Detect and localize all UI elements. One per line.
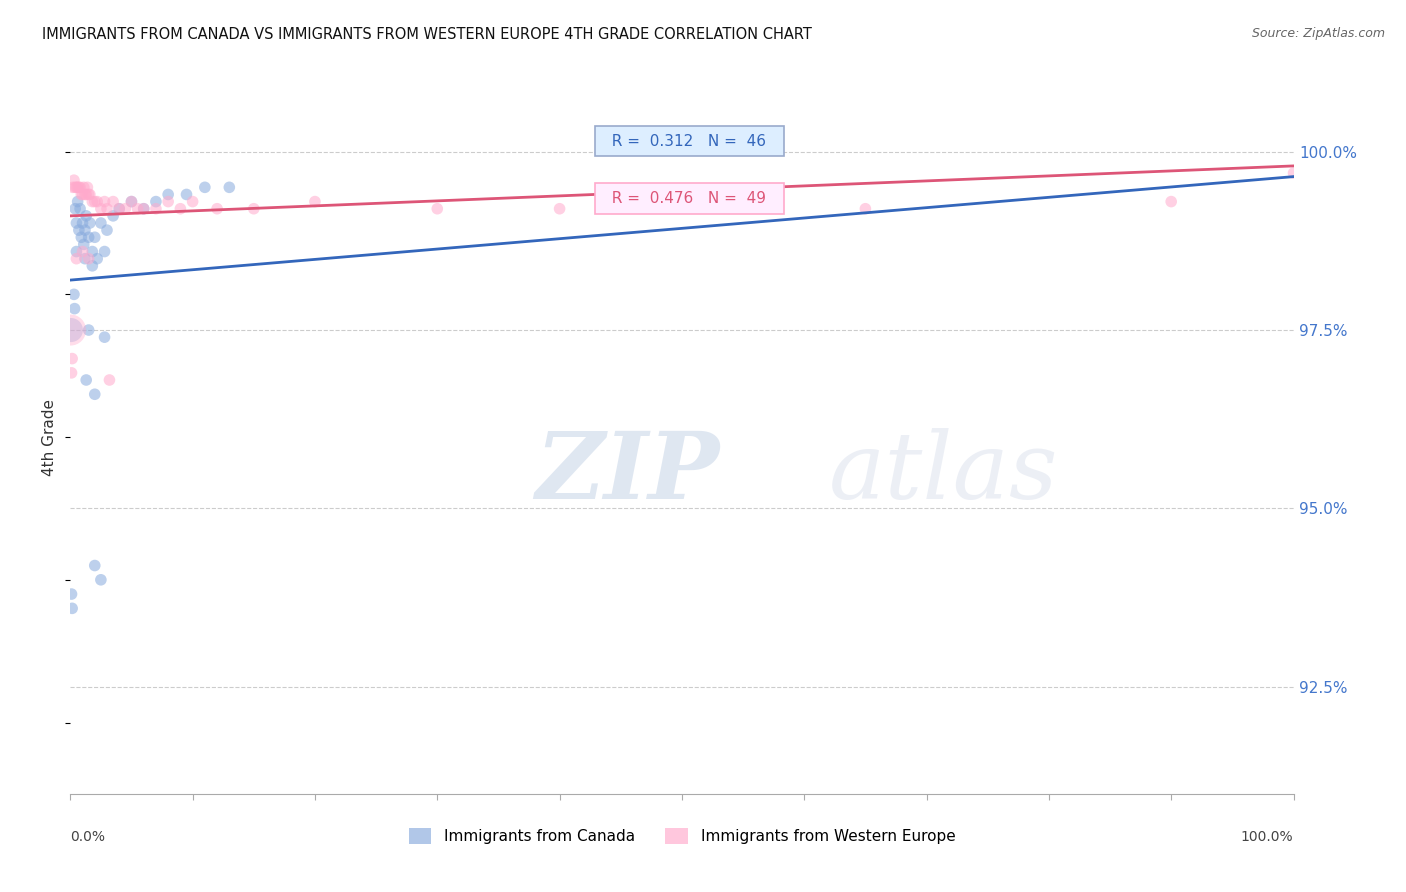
Point [90, 202, 112, 216]
Point [101, 209, 124, 223]
Legend: Immigrants from Canada, Immigrants from Western Europe: Immigrants from Canada, Immigrants from … [402, 822, 962, 850]
Point [69, 202, 91, 216]
Text: Source: ZipAtlas.com: Source: ZipAtlas.com [1251, 27, 1385, 40]
Point [127, 202, 149, 216]
Point [90, 573, 112, 587]
Point [65, 180, 87, 194]
Point [132, 202, 155, 216]
Point [72, 244, 94, 259]
Point [169, 202, 191, 216]
Point [62, 180, 84, 194]
Point [75, 373, 97, 387]
Point [157, 194, 180, 209]
Point [65, 244, 87, 259]
Point [194, 180, 217, 194]
Point [114, 202, 136, 216]
Point [75, 209, 97, 223]
Point [243, 202, 266, 216]
Point [82, 244, 104, 259]
Text: R =  0.476   N =  49: R = 0.476 N = 49 [602, 191, 776, 206]
Point [60, 601, 83, 615]
Point [93, 244, 115, 259]
Point [218, 180, 240, 194]
Point [72, 216, 94, 230]
Point [63, 180, 86, 194]
Text: R =  0.312   N =  46: R = 0.312 N = 46 [602, 134, 776, 149]
Point [79, 216, 101, 230]
Point [63, 287, 86, 301]
Point [157, 187, 180, 202]
Text: atlas: atlas [828, 428, 1059, 517]
Point [101, 194, 124, 209]
Point [60, 366, 83, 380]
Point [77, 252, 100, 266]
Point [132, 202, 155, 216]
Point [73, 223, 96, 237]
Point [83, 387, 105, 401]
Point [96, 223, 118, 237]
Point [76, 180, 98, 194]
Point [671, 194, 693, 209]
Point [83, 194, 105, 209]
Point [1160, 194, 1182, 209]
Point [63, 173, 86, 187]
Point [304, 194, 326, 209]
Point [59, 323, 82, 337]
Point [75, 187, 97, 202]
Point [93, 330, 115, 344]
Point [426, 202, 449, 216]
Point [63, 202, 86, 216]
Point [93, 194, 115, 209]
Point [145, 194, 167, 209]
Point [70, 230, 93, 244]
Point [98, 373, 121, 387]
Point [86, 194, 108, 209]
Point [121, 194, 143, 209]
Point [90, 216, 112, 230]
Point [96, 202, 118, 216]
Point [65, 216, 87, 230]
Point [63, 301, 86, 316]
Point [108, 202, 131, 216]
Point [83, 230, 105, 244]
Point [70, 187, 93, 202]
Point [205, 202, 228, 216]
Point [86, 252, 108, 266]
Point [73, 237, 96, 252]
Point [145, 202, 167, 216]
Point [73, 252, 96, 266]
Point [66, 194, 89, 209]
Point [1282, 166, 1305, 180]
Point [77, 230, 100, 244]
Y-axis label: 4th Grade: 4th Grade [42, 399, 58, 475]
Text: IMMIGRANTS FROM CANADA VS IMMIGRANTS FROM WESTERN EUROPE 4TH GRADE CORRELATION C: IMMIGRANTS FROM CANADA VS IMMIGRANTS FRO… [42, 27, 813, 42]
Point [855, 202, 877, 216]
Text: 100.0%: 100.0% [1241, 830, 1294, 844]
Point [65, 252, 87, 266]
Point [548, 202, 571, 216]
Point [67, 223, 90, 237]
Point [73, 180, 96, 194]
Point [60, 351, 83, 366]
Text: 0.0%: 0.0% [70, 830, 105, 844]
Point [66, 180, 89, 194]
Text: ZIP: ZIP [536, 428, 720, 517]
Point [67, 180, 90, 194]
Point [73, 187, 96, 202]
Point [79, 187, 101, 202]
Point [69, 180, 91, 194]
Point [77, 323, 100, 337]
Point [72, 187, 94, 202]
Point [60, 587, 83, 601]
Point [108, 202, 131, 216]
Point [82, 259, 104, 273]
Point [59, 323, 82, 337]
Point [82, 194, 104, 209]
Point [83, 558, 105, 573]
Point [77, 187, 100, 202]
Point [121, 194, 143, 209]
Point [176, 187, 198, 202]
Point [181, 194, 204, 209]
